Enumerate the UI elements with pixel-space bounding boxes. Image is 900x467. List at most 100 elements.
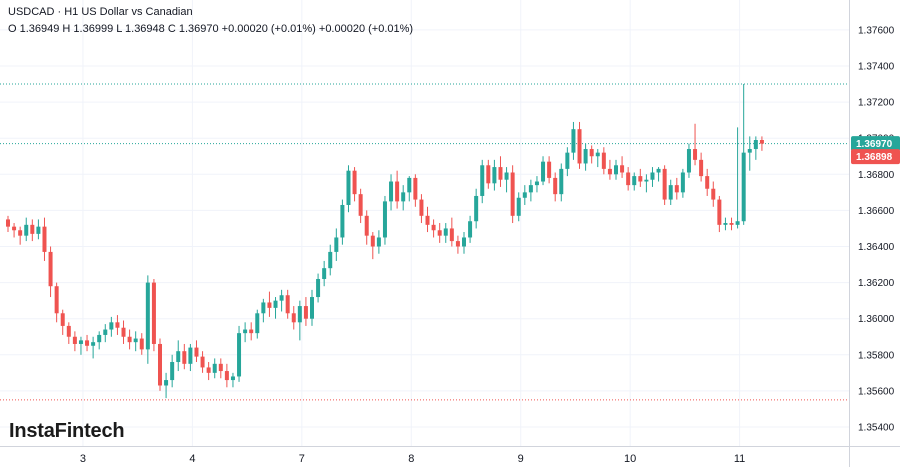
- candle-body: [18, 230, 23, 236]
- candle-body: [48, 251, 53, 287]
- candle: [376, 230, 381, 254]
- candle: [395, 170, 400, 209]
- candle-body: [249, 329, 254, 334]
- candle-body: [462, 237, 466, 247]
- candle-body: [297, 306, 302, 323]
- candle-body: [595, 152, 600, 157]
- candle-body: [200, 356, 205, 368]
- candle: [601, 147, 606, 175]
- price-axis[interactable]: 1.35400 1.35600 1.35800 1.36000 1.36200 1.364…: [858, 25, 895, 433]
- candle: [638, 168, 643, 187]
- candle-body: [741, 152, 746, 222]
- candle-body: [431, 224, 436, 231]
- candle: [133, 331, 138, 352]
- candle: [200, 351, 205, 373]
- second-price-tag-text: 1.36898: [856, 152, 893, 163]
- candle-body: [577, 129, 582, 164]
- candle-body: [686, 149, 691, 173]
- candle-body: [759, 140, 764, 144]
- candle-body: [224, 371, 229, 381]
- candle-body: [401, 192, 406, 202]
- candle: [437, 223, 442, 243]
- candle: [188, 343, 193, 372]
- candle: [680, 168, 685, 198]
- candle-body: [753, 140, 758, 150]
- candle-body: [206, 367, 211, 373]
- candle: [656, 167, 661, 182]
- candle-body: [534, 181, 539, 186]
- candle-body: [468, 221, 473, 238]
- candle-body: [133, 338, 138, 343]
- candle-body: [36, 226, 41, 234]
- watermark-logo: InstaFintech: [9, 420, 125, 442]
- candle: [42, 217, 47, 261]
- candle-body: [559, 168, 564, 195]
- price-tick-label: 1.35800: [858, 350, 895, 361]
- candle-body: [735, 221, 740, 225]
- candle-body: [145, 282, 150, 350]
- candle-body: [42, 226, 47, 252]
- candle: [261, 298, 266, 323]
- candle-body: [243, 329, 248, 334]
- candle-body: [54, 286, 59, 314]
- candle: [674, 177, 679, 200]
- candle: [370, 232, 375, 260]
- price-tick-label: 1.37200: [858, 98, 895, 109]
- ohlc-readout: O 1.36949 H 1.36999 L 1.36948 C 1.36970 …: [8, 23, 414, 35]
- candle-body: [364, 215, 369, 236]
- candle-body: [285, 295, 290, 314]
- candle: [747, 136, 752, 171]
- candle: [455, 235, 460, 254]
- candle: [577, 121, 582, 169]
- candle: [474, 188, 479, 229]
- time-tick-label: 4: [189, 453, 195, 465]
- second-price-tag: 1.36898: [851, 149, 900, 165]
- candle-body: [680, 172, 685, 193]
- price-tick-label: 1.37600: [858, 25, 895, 36]
- candle: [711, 181, 716, 207]
- candle-body: [382, 201, 387, 238]
- candle: [614, 159, 618, 180]
- candle: [607, 159, 612, 180]
- candle: [723, 217, 728, 231]
- candle: [528, 179, 533, 202]
- time-tick-label: 7: [299, 453, 305, 465]
- candle: [480, 159, 485, 204]
- candle-body: [395, 181, 400, 202]
- time-tick-label: 11: [734, 453, 745, 465]
- chart-grid: [0, 0, 849, 446]
- candle-body: [711, 188, 716, 200]
- candle: [565, 147, 570, 177]
- candle: [72, 331, 77, 352]
- candle: [182, 343, 187, 370]
- candle-body: [413, 177, 418, 200]
- candle-body: [237, 333, 242, 377]
- candle: [498, 156, 503, 187]
- candle: [449, 217, 454, 247]
- candle: [425, 206, 430, 233]
- candle: [504, 167, 509, 193]
- time-axis[interactable]: 3 4 7 8 9 10 11: [80, 453, 745, 465]
- candle: [243, 322, 248, 343]
- candle: [54, 282, 59, 323]
- candle-body: [449, 228, 454, 242]
- candlestick-series: [6, 84, 764, 399]
- candle-body: [717, 199, 722, 225]
- candle: [650, 167, 655, 187]
- candle-body: [109, 322, 114, 330]
- candle-body: [729, 223, 734, 225]
- candle: [413, 174, 418, 207]
- candle-body: [601, 152, 606, 169]
- candle-body: [443, 228, 448, 236]
- time-tick-label: 9: [518, 453, 524, 465]
- candle: [364, 210, 369, 245]
- candle-body: [614, 165, 618, 175]
- time-tick-label: 8: [408, 453, 414, 465]
- candle-body: [273, 300, 278, 308]
- candle: [571, 121, 576, 160]
- candle-body: [151, 282, 156, 344]
- candle: [267, 291, 272, 317]
- candle-body: [352, 170, 357, 195]
- candle: [717, 195, 722, 233]
